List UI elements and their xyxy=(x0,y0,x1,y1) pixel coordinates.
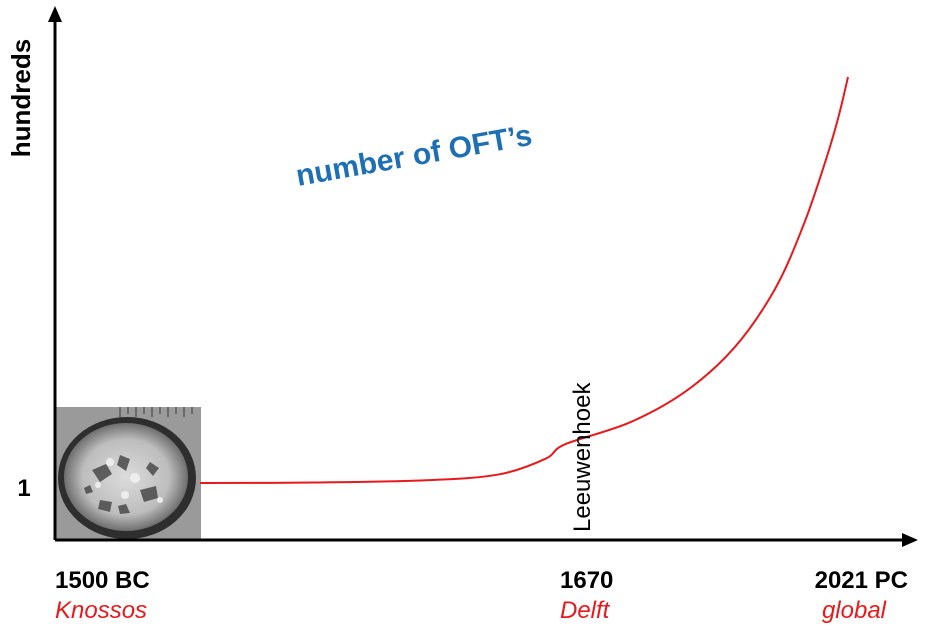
annotation-leeuwenhoek: Leeuwenhoek xyxy=(569,382,596,532)
x-tick-sublabel: Delft xyxy=(560,597,611,624)
x-tick-label: 1670 xyxy=(560,567,613,594)
y-axis-arrow xyxy=(48,6,62,22)
x-tick-label: 1500 BC xyxy=(55,567,150,594)
x-tick-sublabel: global xyxy=(822,597,887,624)
y-axis-label: hundreds xyxy=(6,39,36,157)
series-line xyxy=(199,76,849,484)
series-label: number of OFT’s xyxy=(293,119,534,193)
knossos-fossil-image xyxy=(55,407,201,539)
y-tick-label: 1 xyxy=(17,475,30,502)
axes xyxy=(48,6,918,547)
x-tick-sublabel: Knossos xyxy=(55,597,147,624)
ruler-marks xyxy=(119,407,193,417)
x-axis-arrow xyxy=(902,533,918,547)
x-tick-label: 2021 PC xyxy=(815,567,908,594)
